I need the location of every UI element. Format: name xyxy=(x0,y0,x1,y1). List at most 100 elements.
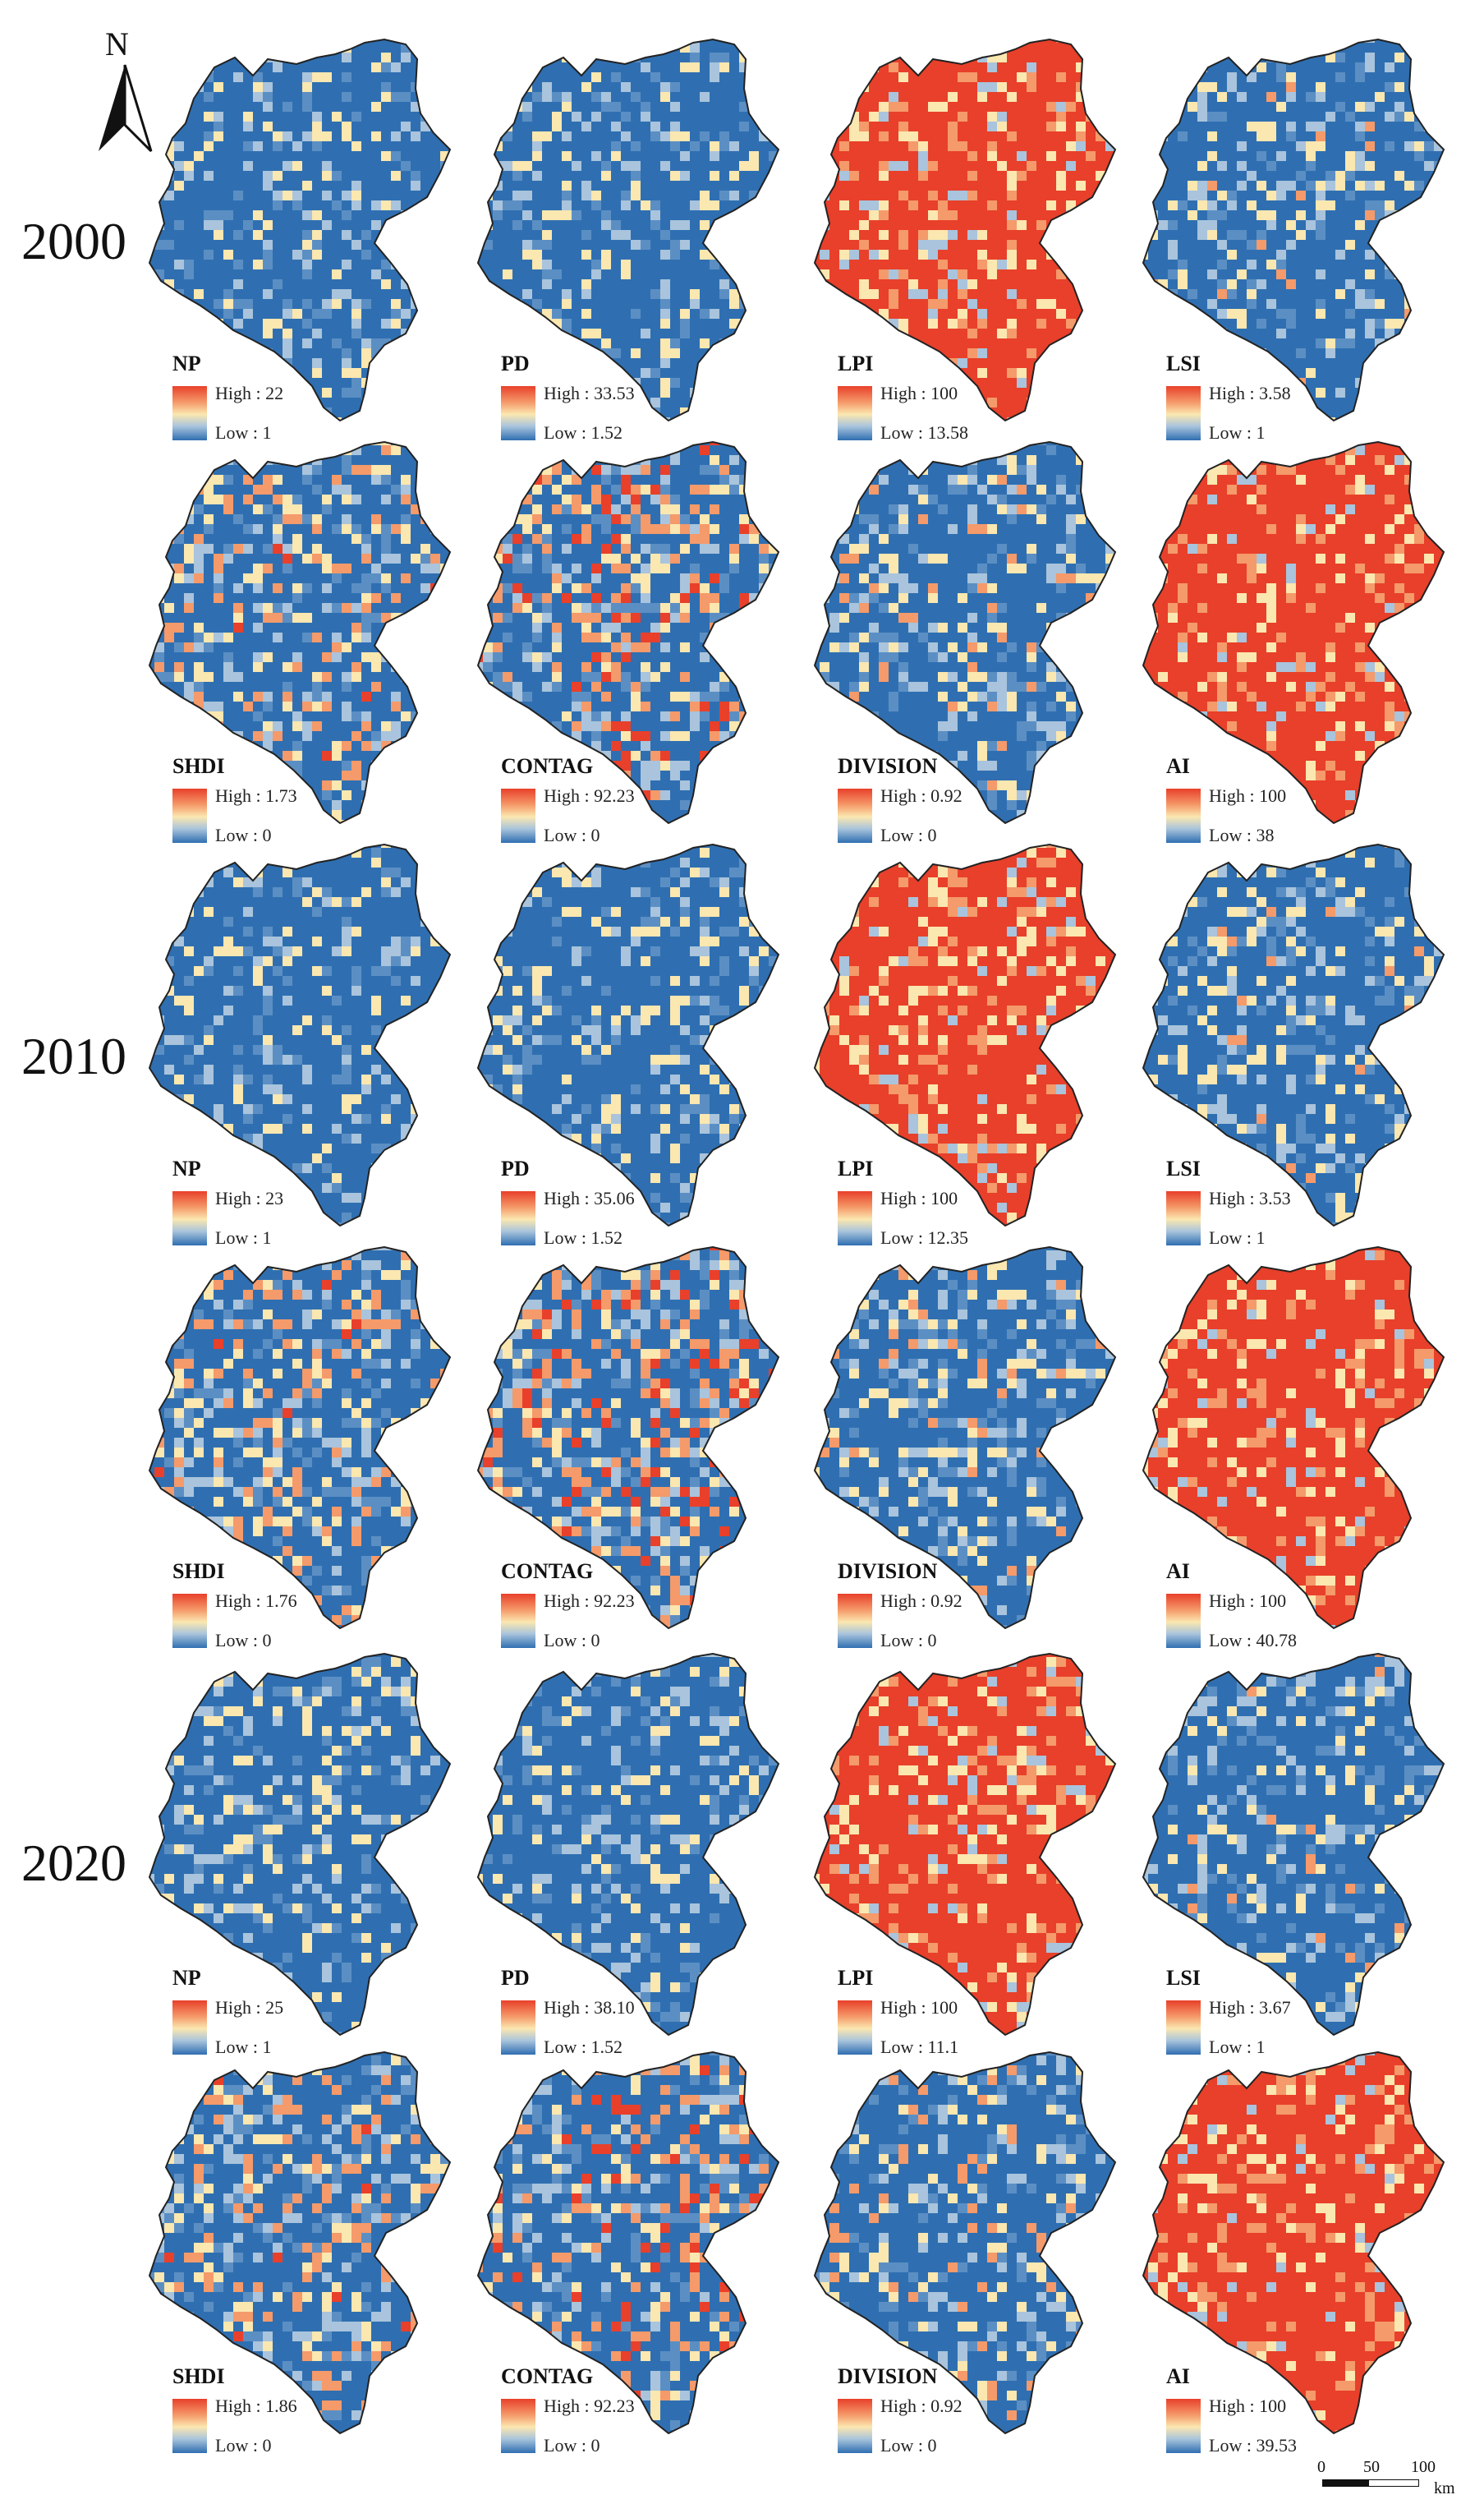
map-panel-lsi-2000: LSI High : 3.58 Low : 1 xyxy=(1138,25,1483,443)
legend-high-value: High : 0.92 xyxy=(880,2396,963,2416)
map-panel-contag-2010: CONTAG High : 92.23 Low : 0 xyxy=(473,1232,818,1650)
map-panel-pd-2010: PD High : 35.06 Low : 1.52 xyxy=(473,830,818,1248)
legend-color-ramp xyxy=(501,789,535,843)
legend-high-value: High : 38.10 xyxy=(544,1997,635,2018)
choropleth-map xyxy=(476,1245,780,1630)
legend-low-value: Low : 0 xyxy=(544,825,600,845)
legend-high-value: High : 92.23 xyxy=(544,785,635,806)
map-panel-shdi-2010: SHDI High : 1.76 Low : 0 xyxy=(145,1232,489,1650)
choropleth-map xyxy=(1142,2051,1445,2435)
legend-high-value: High : 3.58 xyxy=(1209,383,1291,403)
metric-label: PD xyxy=(501,1157,530,1181)
legend-color-ramp xyxy=(172,2399,207,2453)
map-panel-shdi-2020: SHDI High : 1.86 Low : 0 xyxy=(145,2037,489,2456)
legend-color-ramp xyxy=(1166,1594,1201,1648)
metric-label: LSI xyxy=(1166,1966,1201,1990)
legend-low-value: Low : 1.52 xyxy=(544,1227,623,1248)
legend-high-value: High : 3.53 xyxy=(1209,1188,1291,1208)
map-panel-np-2000: NP High : 22 Low : 1 xyxy=(145,25,489,443)
legend-low-value: Low : 1 xyxy=(215,2037,272,2057)
choropleth-map xyxy=(813,440,1117,825)
legend-high-value: High : 35.06 xyxy=(544,1188,635,1208)
map-panel-lsi-2010: LSI High : 3.53 Low : 1 xyxy=(1138,830,1483,1248)
year-label-2010: 2010 xyxy=(21,1027,126,1085)
legend-color-ramp xyxy=(1166,2399,1201,2453)
legend-low-value: Low : 1.52 xyxy=(544,2037,623,2057)
legend-low-value: Low : 1.52 xyxy=(544,422,623,443)
legend-color-ramp xyxy=(172,1594,207,1648)
legend-color-ramp xyxy=(172,789,207,843)
legend-color-ramp xyxy=(838,1191,872,1245)
legend-high-value: High : 0.92 xyxy=(880,1590,963,1611)
legend-high-value: High : 3.67 xyxy=(1209,1997,1291,2018)
scale-segment-empty xyxy=(1368,2479,1419,2487)
metric-label: AI xyxy=(1166,2364,1190,2388)
choropleth-map xyxy=(148,2051,452,2435)
metric-label: LSI xyxy=(1166,352,1201,375)
legend-high-value: High : 1.86 xyxy=(215,2396,297,2416)
choropleth-map xyxy=(148,843,452,1227)
map-panel-ai-2010: AI High : 100 Low : 40.78 xyxy=(1138,1232,1483,1650)
legend-color-ramp xyxy=(172,386,207,440)
year-label-2020: 2020 xyxy=(21,1834,126,1892)
legend-low-value: Low : 1 xyxy=(215,1227,272,1248)
legend-color-ramp xyxy=(838,2399,872,2453)
north-arrow-icon xyxy=(99,64,153,153)
legend-low-value: Low : 1 xyxy=(1209,2037,1266,2057)
legend-low-value: Low : 0 xyxy=(215,1630,272,1650)
legend-low-value: Low : 1 xyxy=(215,422,272,443)
legend-high-value: High : 100 xyxy=(880,1188,958,1208)
legend-high-value: High : 25 xyxy=(215,1997,284,2018)
map-panel-np-2020: NP High : 25 Low : 1 xyxy=(145,1639,489,2057)
choropleth-map xyxy=(148,1652,452,2037)
map-panel-shdi-2000: SHDI High : 1.73 Low : 0 xyxy=(145,427,489,845)
legend-low-value: Low : 40.78 xyxy=(1209,1630,1297,1650)
choropleth-map xyxy=(148,38,452,422)
legend-color-ramp xyxy=(838,789,872,843)
metric-label: CONTAG xyxy=(501,2364,594,2388)
map-panel-pd-2020: PD High : 38.10 Low : 1.52 xyxy=(473,1639,818,2057)
legend-color-ramp xyxy=(838,386,872,440)
legend-color-ramp xyxy=(501,1191,535,1245)
legend-color-ramp xyxy=(172,2000,207,2055)
legend-low-value: Low : 11.1 xyxy=(880,2037,959,2057)
legend-low-value: Low : 1 xyxy=(1209,422,1266,443)
map-panel-np-2010: NP High : 23 Low : 1 xyxy=(145,830,489,1248)
metric-label: PD xyxy=(501,1966,530,1990)
metric-label: SHDI xyxy=(172,754,225,778)
metric-label: LSI xyxy=(1166,1157,1201,1181)
legend-color-ramp xyxy=(1166,1191,1201,1245)
choropleth-map xyxy=(813,1652,1117,2037)
map-panel-contag-2020: CONTAG High : 92.23 Low : 0 xyxy=(473,2037,818,2456)
year-label-2000: 2000 xyxy=(21,212,126,270)
map-panel-division-2000: DIVISION High : 0.92 Low : 0 xyxy=(810,427,1155,845)
legend-color-ramp xyxy=(838,1594,872,1648)
scale-segment-filled xyxy=(1322,2479,1368,2487)
metric-label: AI xyxy=(1166,754,1190,778)
legend-low-value: Low : 39.53 xyxy=(1209,2435,1297,2456)
scale-unit: km xyxy=(1434,2479,1455,2497)
legend-color-ramp xyxy=(501,1594,535,1648)
legend-high-value: High : 0.92 xyxy=(880,785,963,806)
choropleth-map xyxy=(813,2051,1117,2435)
choropleth-map xyxy=(476,1652,780,2037)
legend-low-value: Low : 0 xyxy=(880,1630,937,1650)
metric-label: LPI xyxy=(838,352,874,375)
metric-label: CONTAG xyxy=(501,754,594,778)
legend-high-value: High : 100 xyxy=(1209,1590,1287,1611)
scale-tick-100: 100 xyxy=(1411,2458,1436,2476)
choropleth-map xyxy=(813,843,1117,1227)
map-panel-division-2020: DIVISION High : 0.92 Low : 0 xyxy=(810,2037,1155,2456)
legend-low-value: Low : 1 xyxy=(1209,1227,1266,1248)
choropleth-map xyxy=(813,1245,1117,1630)
choropleth-map xyxy=(1142,843,1445,1227)
legend-color-ramp xyxy=(1166,789,1201,843)
map-panel-ai-2000: AI High : 100 Low : 38 xyxy=(1138,427,1483,845)
map-panel-division-2010: DIVISION High : 0.92 Low : 0 xyxy=(810,1232,1155,1650)
legend-low-value: Low : 0 xyxy=(880,2435,937,2456)
metric-label: DIVISION xyxy=(838,754,938,778)
choropleth-map xyxy=(1142,1245,1445,1630)
legend-low-value: Low : 13.58 xyxy=(880,422,968,443)
north-label: N xyxy=(105,25,129,62)
